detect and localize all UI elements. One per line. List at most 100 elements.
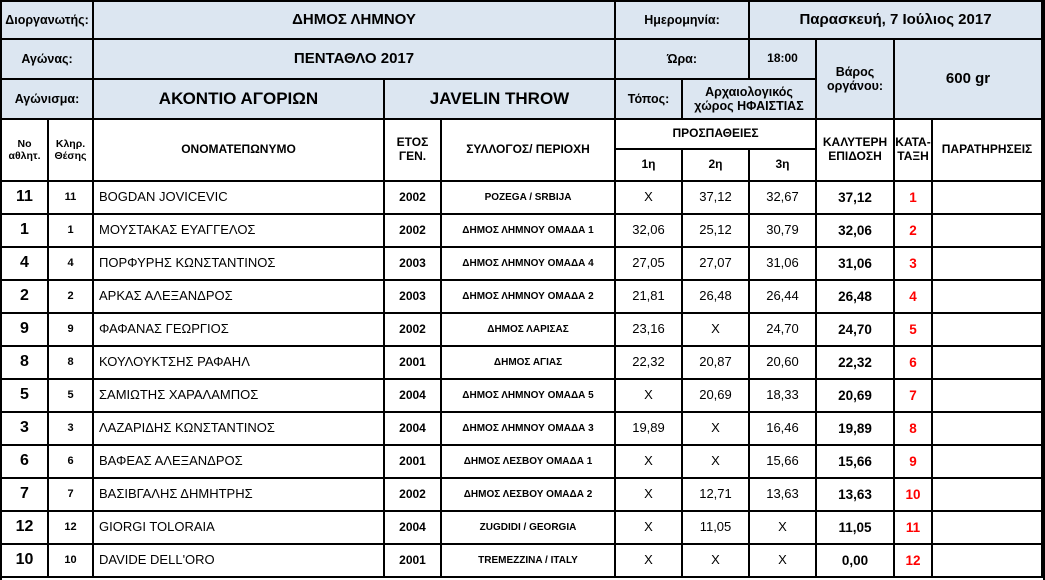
best-performance: 26,48 (817, 281, 895, 314)
rank-value: 12 (895, 545, 933, 578)
weight-value: 600 gr (895, 40, 1043, 120)
attempt-1-value: 19,89 (616, 413, 683, 446)
attempt-1-value: X (616, 380, 683, 413)
athlete-number: 4 (2, 248, 49, 281)
remarks-value (933, 347, 1043, 380)
attempt-3-value: 24,70 (750, 314, 817, 347)
birth-year: 2003 (385, 281, 442, 314)
attempt-3-value: 18,33 (750, 380, 817, 413)
attempt-2-value: 37,12 (683, 182, 750, 215)
rank-value: 8 (895, 413, 933, 446)
athlete-number: 12 (2, 512, 49, 545)
rank-value: 10 (895, 479, 933, 512)
col-header-attempts: ΠΡΟΣΠΑΘΕΙΕΣ (616, 120, 817, 150)
best-performance: 11,05 (817, 512, 895, 545)
athlete-name: ΛΑΖΑΡΙΔΗΣ ΚΩΝΣΤΑΝΤΙΝΟΣ (94, 413, 385, 446)
draw-position: 5 (49, 380, 94, 413)
rank-value: 1 (895, 182, 933, 215)
athlete-number: 6 (2, 446, 49, 479)
best-performance: 31,06 (817, 248, 895, 281)
event-name-greek: ΑΚΟΝΤΙΟ ΑΓΟΡΙΩΝ (94, 80, 385, 120)
athlete-name: ΑΡΚΑΣ ΑΛΕΞΑΝΔΡΟΣ (94, 281, 385, 314)
athlete-number: 8 (2, 347, 49, 380)
athlete-number: 2 (2, 281, 49, 314)
birth-year: 2001 (385, 347, 442, 380)
attempt-2-value: 27,07 (683, 248, 750, 281)
attempt-2-value: X (683, 314, 750, 347)
best-performance: 15,66 (817, 446, 895, 479)
athlete-name: ΣΑΜΙΩΤΗΣ ΧΑΡΑΛΑΜΠΟΣ (94, 380, 385, 413)
remarks-value (933, 182, 1043, 215)
club-region: ΔΗΜΟΣ ΛΑΡΙΣΑΣ (442, 314, 616, 347)
attempt-1-value: X (616, 479, 683, 512)
attempt-2-value: 25,12 (683, 215, 750, 248)
remarks-value (933, 380, 1043, 413)
birth-year: 2002 (385, 479, 442, 512)
attempt-3-value: 13,63 (750, 479, 817, 512)
remarks-value (933, 545, 1043, 578)
best-performance: 0,00 (817, 545, 895, 578)
attempt-2-value: 11,05 (683, 512, 750, 545)
birth-year: 2001 (385, 545, 442, 578)
competition-label: Αγώνας: (2, 40, 94, 80)
col-header-attempt-3: 3η (750, 150, 817, 182)
draw-position: 4 (49, 248, 94, 281)
attempt-1-value: 22,32 (616, 347, 683, 380)
attempt-2-value: X (683, 545, 750, 578)
rank-value: 5 (895, 314, 933, 347)
athlete-name: ΒΑΦΕΑΣ ΑΛΕΞΑΝΔΡΟΣ (94, 446, 385, 479)
birth-year: 2002 (385, 314, 442, 347)
attempt-3-value: 32,67 (750, 182, 817, 215)
athlete-name: ΚΟΥΛΟΥΚΤΣΗΣ ΡΑΦΑΗΛ (94, 347, 385, 380)
attempt-3-value: 30,79 (750, 215, 817, 248)
athlete-number: 1 (2, 215, 49, 248)
club-region: TREMEZZINA / ITALY (442, 545, 616, 578)
club-region: ΔΗΜΟΣ ΛΗΜΝΟΥ ΟΜΑΔΑ 1 (442, 215, 616, 248)
athlete-number: 3 (2, 413, 49, 446)
birth-year: 2002 (385, 182, 442, 215)
draw-position: 2 (49, 281, 94, 314)
attempt-1-value: X (616, 512, 683, 545)
athlete-name: ΒΑΣΙΒΓΑΛΗΣ ΔΗΜΗΤΡΗΣ (94, 479, 385, 512)
competition-value: ΠΕΝΤΑΘΛΟ 2017 (94, 40, 616, 80)
draw-position: 3 (49, 413, 94, 446)
attempt-2-value: X (683, 446, 750, 479)
birth-year: 2001 (385, 446, 442, 479)
athlete-number: 11 (2, 182, 49, 215)
club-region: ΔΗΜΟΣ ΛΗΜΝΟΥ ΟΜΑΔΑ 2 (442, 281, 616, 314)
attempt-3-value: 31,06 (750, 248, 817, 281)
venue-value: Αρχαιολογικός χώρος ΗΦΑΙΣΤΙΑΣ (683, 80, 817, 120)
attempt-1-value: 21,81 (616, 281, 683, 314)
attempt-1-value: X (616, 545, 683, 578)
remarks-value (933, 446, 1043, 479)
venue-label: Τόπος: (616, 80, 683, 120)
attempt-3-value: X (750, 545, 817, 578)
attempt-2-value: 20,69 (683, 380, 750, 413)
attempt-1-value: X (616, 446, 683, 479)
club-region: ΔΗΜΟΣ ΛΗΜΝΟΥ ΟΜΑΔΑ 4 (442, 248, 616, 281)
draw-position: 11 (49, 182, 94, 215)
date-value: Παρασκευή, 7 Ιούλιος 2017 (750, 2, 1043, 40)
remarks-value (933, 281, 1043, 314)
attempt-3-value: 15,66 (750, 446, 817, 479)
attempt-2-value: 26,48 (683, 281, 750, 314)
draw-position: 7 (49, 479, 94, 512)
best-performance: 22,32 (817, 347, 895, 380)
attempt-1-value: 23,16 (616, 314, 683, 347)
col-header-birth-year: ΕΤΟΣ ΓΕΝ. (385, 120, 442, 182)
attempt-2-value: 12,71 (683, 479, 750, 512)
rank-value: 6 (895, 347, 933, 380)
birth-year: 2002 (385, 215, 442, 248)
rank-value: 9 (895, 446, 933, 479)
best-performance: 32,06 (817, 215, 895, 248)
athlete-name: ΦΑΦΑΝΑΣ ΓΕΩΡΓΙΟΣ (94, 314, 385, 347)
club-region: ΔΗΜΟΣ ΛΕΣΒΟΥ ΟΜΑΔΑ 1 (442, 446, 616, 479)
draw-position: 9 (49, 314, 94, 347)
date-label: Ημερομηνία: (616, 2, 750, 40)
athlete-name: ΜΟΥΣΤΑΚΑΣ ΕΥΑΓΓΕΛΟΣ (94, 215, 385, 248)
athlete-name: DAVIDE DELL'ORO (94, 545, 385, 578)
athlete-name: BOGDAN JOVICEVIC (94, 182, 385, 215)
athlete-name: ΠΟΡΦΥΡΗΣ ΚΩΝΣΤΑΝΤΙΝΟΣ (94, 248, 385, 281)
